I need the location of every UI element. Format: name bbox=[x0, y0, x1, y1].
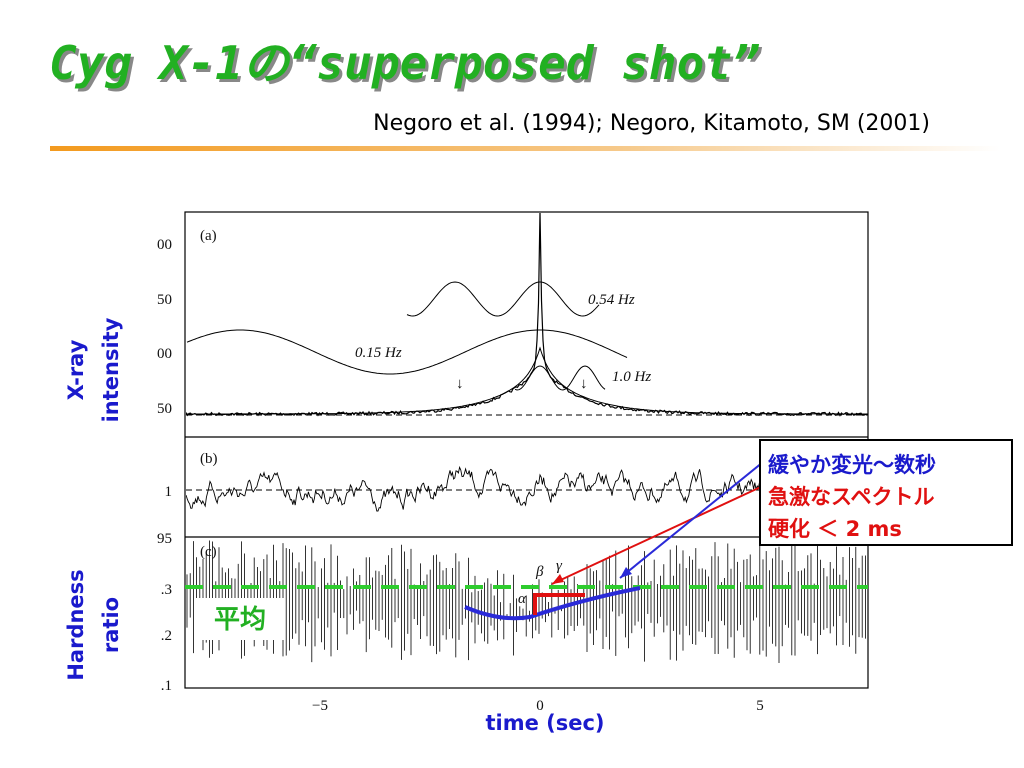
freq-label: 0.54 Hz bbox=[588, 292, 635, 308]
title: Cyg X-1の“superposed shot” bbox=[49, 36, 760, 90]
axis-label: intensity bbox=[99, 317, 123, 422]
average-box bbox=[196, 598, 284, 640]
freq-label: 0.15 Hz bbox=[355, 345, 402, 361]
panel-label: (b) bbox=[200, 451, 218, 467]
y-tick-label: 50 bbox=[157, 292, 172, 308]
callout-line: 硬化 ＜ 2 ms bbox=[768, 517, 902, 541]
axis-label: X-ray bbox=[64, 339, 88, 400]
sine-curve bbox=[406, 281, 600, 317]
title-shadow: Cyg X-1の“superposed shot” bbox=[52, 39, 763, 93]
ratio-trace bbox=[186, 465, 868, 512]
slow-trend bbox=[464, 586, 641, 621]
arrow-head bbox=[552, 574, 564, 584]
panel-label: (c) bbox=[200, 544, 217, 560]
y-tick-label: 00 bbox=[157, 346, 172, 362]
callout-box bbox=[759, 439, 1013, 546]
figure: (a) (b) (c) 0.54 Hz 0.15 Hz 1.0 Hz α β γ… bbox=[157, 211, 869, 714]
sine-curve bbox=[514, 365, 606, 391]
pointer bbox=[551, 484, 766, 585]
axis-label: time (sec) bbox=[485, 711, 604, 735]
hardening-step bbox=[533, 593, 585, 615]
x-tick-label: 0 bbox=[536, 698, 544, 714]
freq-label: 1.0 Hz bbox=[612, 369, 651, 385]
y-tick-label: 50 bbox=[157, 401, 172, 417]
greek-label: β bbox=[535, 564, 544, 580]
panel-b bbox=[186, 465, 868, 512]
callout-line: 緩やか変光～数秒 bbox=[768, 453, 936, 477]
sine-curve bbox=[186, 329, 628, 375]
arrow-head bbox=[620, 567, 632, 578]
subtitle: Negoro et al. (1994); Negoro, Kitamoto, … bbox=[373, 111, 930, 136]
y-tick-label: .2 bbox=[161, 628, 172, 644]
panel-label: (a) bbox=[200, 228, 217, 244]
y-tick-label: 95 bbox=[157, 531, 172, 547]
y-tick-label: 1 bbox=[165, 484, 173, 500]
greek-label: γ bbox=[556, 558, 563, 574]
arrow-mark: ↓ bbox=[580, 376, 588, 392]
y-tick-label: .3 bbox=[161, 582, 172, 598]
panel-a bbox=[186, 213, 868, 417]
x-tick-label: −5 bbox=[312, 698, 328, 714]
x-tick-label: 5 bbox=[756, 698, 764, 714]
average-label: 平均 bbox=[214, 605, 266, 635]
axis-label: ratio bbox=[99, 597, 123, 653]
axis-label: Hardness bbox=[64, 569, 88, 680]
divider bbox=[50, 146, 1000, 151]
arrow-mark: ↓ bbox=[456, 376, 464, 392]
callout-line: 急激なスペクトル bbox=[768, 485, 935, 509]
greek-label: α bbox=[518, 591, 527, 607]
y-tick-label: 00 bbox=[157, 237, 172, 253]
panel-c bbox=[186, 538, 866, 664]
shot-profile bbox=[186, 213, 868, 417]
y-tick-label: .1 bbox=[161, 678, 172, 694]
pointer bbox=[619, 457, 769, 579]
